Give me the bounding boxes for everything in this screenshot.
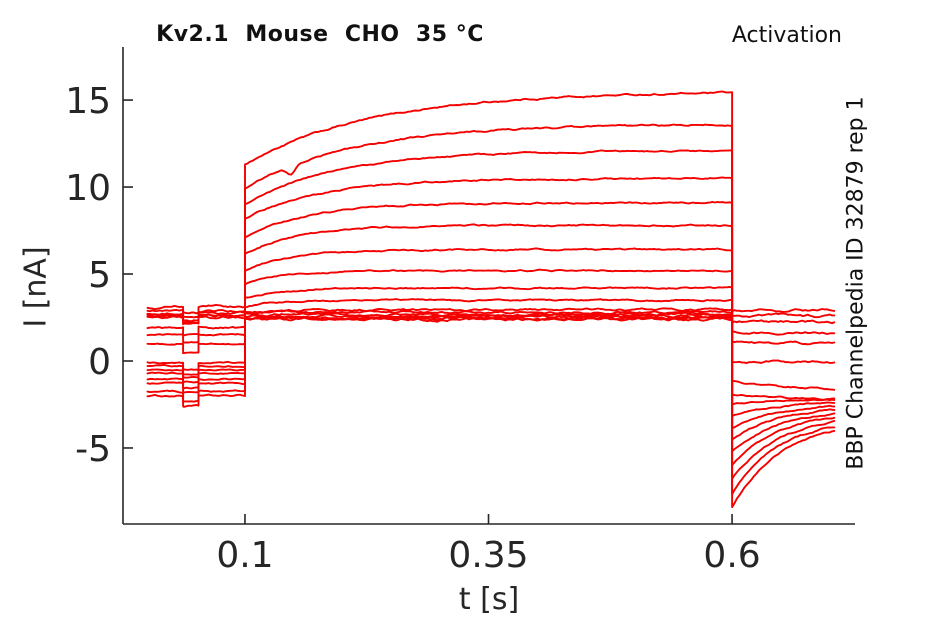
chart-title: Kv2.1 Mouse CHO 35 °C [156, 22, 484, 47]
y-tick-label: -5 [75, 429, 111, 470]
x-tick-label: 0.6 [703, 535, 760, 576]
x-tick-label: 0.35 [448, 535, 528, 576]
trace-path [146, 149, 836, 480]
axes [122, 47, 855, 525]
trace-path [146, 308, 836, 325]
trace-path [146, 123, 836, 496]
trace-path [146, 298, 836, 402]
trace-path [146, 247, 836, 429]
y-tick-label: 0 [88, 342, 111, 383]
x-tick-label: 0.1 [216, 535, 273, 576]
trace-path [146, 223, 836, 441]
trace-path [146, 285, 836, 406]
protocol-label: Activation [731, 23, 842, 48]
trace-path [146, 268, 836, 418]
y-tick-label: 5 [88, 255, 111, 296]
x-axis-label: t [s] [458, 582, 520, 617]
y-tick-label: 15 [65, 81, 111, 122]
y-tick-label: 10 [65, 168, 111, 209]
trace-path [146, 176, 836, 467]
trace-path [146, 201, 836, 453]
tick-labels: 0.1 0.35 0.6 -5 0 5 10 15 [65, 81, 761, 576]
trace-group [146, 90, 836, 509]
trace-path [146, 309, 836, 336]
trace-path [146, 90, 836, 509]
